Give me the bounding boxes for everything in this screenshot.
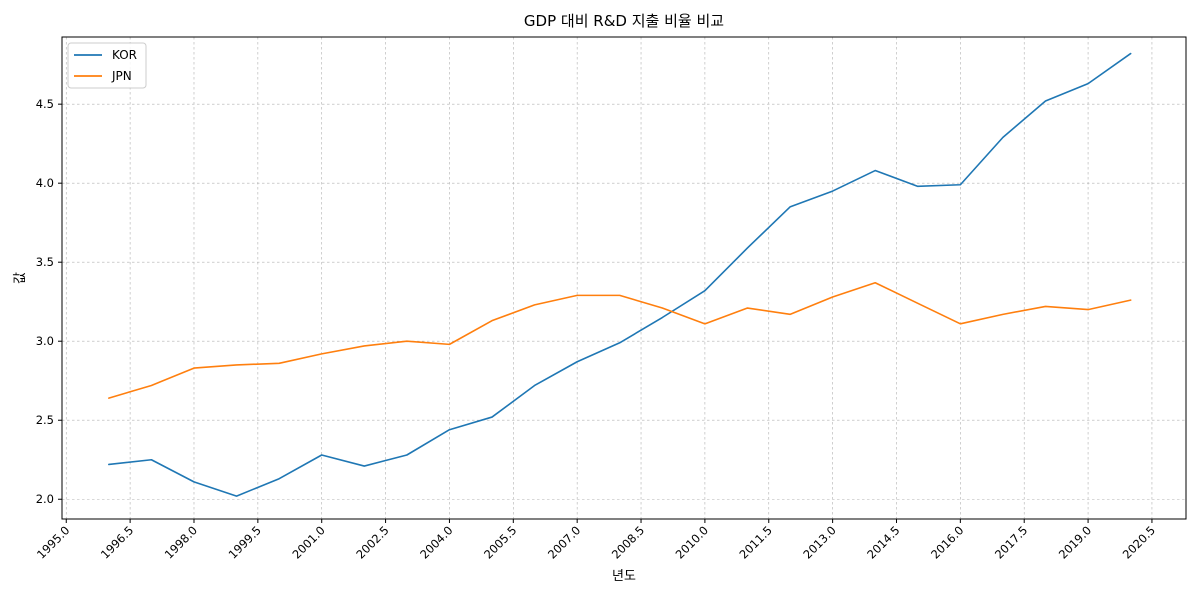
legend-label-kor: KOR bbox=[112, 48, 137, 62]
y-axis-label: 값 bbox=[13, 272, 28, 284]
x-axis-label: 년도 bbox=[612, 569, 636, 584]
x-tick-label: 2020.5 bbox=[1120, 523, 1158, 561]
x-tick-label: 1999.5 bbox=[226, 523, 264, 561]
y-axis-ticks: 2.0 2.5 3.0 3.5 4.0 4.5 bbox=[36, 97, 62, 506]
x-tick-label: 2014.5 bbox=[864, 523, 902, 561]
series-line-jpn bbox=[108, 281, 1132, 399]
x-tick-label: 1995.0 bbox=[34, 523, 72, 561]
x-tick-label: 2019.0 bbox=[1056, 523, 1094, 561]
chart-title: GDP 대비 R&D 지출 비율 비교 bbox=[524, 12, 724, 30]
y-tick-label: 2.5 bbox=[36, 413, 54, 427]
x-tick-label: 2001.0 bbox=[289, 523, 327, 561]
x-tick-label: 1996.5 bbox=[98, 523, 136, 561]
series-line-kor bbox=[108, 52, 1132, 497]
x-tick-label: 2013.0 bbox=[800, 523, 838, 561]
legend-label-jpn: JPN bbox=[111, 69, 132, 83]
series-lines bbox=[108, 52, 1132, 497]
x-tick-label: 2016.0 bbox=[928, 523, 966, 561]
grid bbox=[62, 37, 1186, 519]
x-tick-label: 2005.5 bbox=[481, 523, 519, 561]
y-tick-label: 4.5 bbox=[36, 97, 54, 111]
x-axis-ticks: 1995.0 1996.5 1998.0 1999.5 2001.0 2002.5 2004… bbox=[34, 519, 1158, 562]
x-tick-label: 2010.0 bbox=[673, 523, 711, 561]
x-tick-label: 2004.0 bbox=[417, 523, 455, 561]
y-tick-label: 4.0 bbox=[36, 176, 54, 190]
x-tick-label: 1998.0 bbox=[162, 523, 200, 561]
x-tick-label: 2017.5 bbox=[992, 523, 1030, 561]
legend: KOR JPN bbox=[67, 42, 147, 89]
x-tick-label: 2011.5 bbox=[737, 523, 775, 561]
x-tick-label: 2008.5 bbox=[609, 523, 647, 561]
plot-area-frame bbox=[61, 36, 1187, 520]
x-tick-label: 2002.5 bbox=[353, 523, 391, 561]
y-tick-label: 2.0 bbox=[36, 492, 54, 506]
x-tick-label: 2007.0 bbox=[545, 523, 583, 561]
y-tick-label: 3.5 bbox=[36, 255, 54, 269]
y-tick-label: 3.0 bbox=[36, 334, 54, 348]
